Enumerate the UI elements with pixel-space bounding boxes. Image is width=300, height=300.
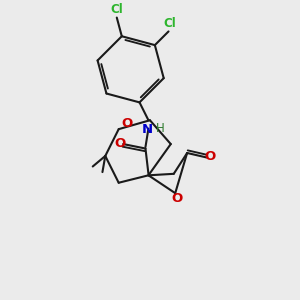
Text: O: O [205, 150, 216, 164]
Text: O: O [121, 117, 133, 130]
Text: Cl: Cl [110, 3, 123, 16]
Text: N: N [141, 123, 152, 136]
Text: O: O [171, 192, 182, 205]
Text: Cl: Cl [164, 17, 176, 30]
Text: H: H [155, 122, 164, 135]
Text: O: O [114, 137, 125, 150]
